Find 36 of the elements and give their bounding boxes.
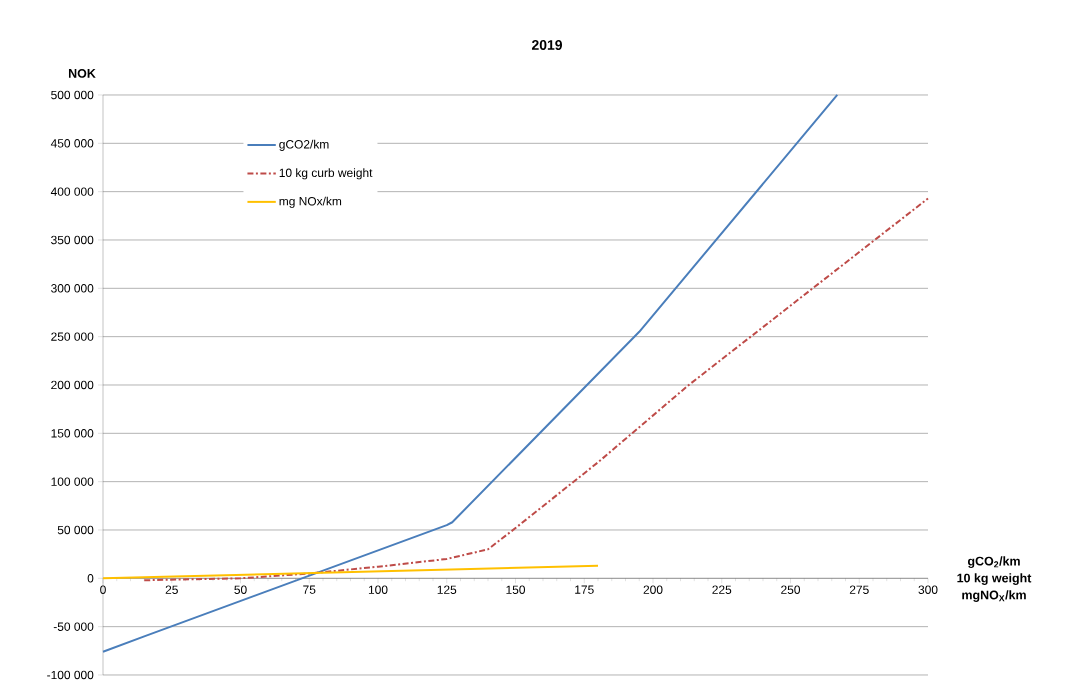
x-tick-label: 150 — [506, 585, 526, 594]
y-tick-label: 150 000 — [51, 429, 94, 438]
x-tick-label: 175 — [575, 585, 594, 594]
y-tick-label: -50 000 — [53, 622, 94, 631]
y-tick-label: -100 000 — [47, 670, 94, 680]
x-tick-label: 50 — [234, 585, 247, 594]
text: mgNO$_{X}$/km — [962, 590, 1026, 602]
x-tick-label: 25 — [165, 585, 178, 594]
y-tick-label: 500 000 — [51, 90, 94, 100]
y-tick-label: 200 000 — [51, 380, 94, 390]
x-tick-label: 100 — [368, 585, 388, 594]
legend-label: 10 kg curb weight — [279, 168, 373, 180]
y-tick-label: 0 — [87, 574, 94, 583]
y-tick-label: 400 000 — [50, 187, 94, 196]
x-tick-label: 125 — [437, 585, 457, 594]
x-tick-label: 275 — [849, 585, 869, 594]
y-tick-label: 350 000 — [51, 235, 94, 245]
x-tick-label: 300 — [918, 585, 938, 594]
y-tick-label: 450 000 — [50, 139, 94, 148]
chart-title: 2019 — [531, 40, 563, 50]
x-axis-title: gCO$_{2}$/km — [967, 556, 1020, 569]
x-tick-label: 0 — [100, 585, 106, 594]
x-tick-label: 75 — [303, 585, 316, 594]
x-tick-label: 200 — [643, 585, 663, 594]
y-tick-label: 300 000 — [51, 284, 94, 293]
line-series — [143, 197, 930, 582]
x-tick-label: 225 — [712, 585, 732, 594]
y-tick-label: 250 000 — [51, 332, 94, 341]
x-tick-label: 250 — [781, 585, 801, 594]
y-tick-label: 50 000 — [57, 525, 94, 535]
line-series — [102, 93, 839, 653]
y-axis-title: NOK — [68, 69, 96, 78]
y-tick-label: 100 000 — [51, 477, 94, 486]
legend-label: gCO2/km — [279, 139, 329, 151]
text: 10 kg weight — [957, 573, 1032, 585]
legend-label: mg NOx/km — [279, 196, 342, 208]
